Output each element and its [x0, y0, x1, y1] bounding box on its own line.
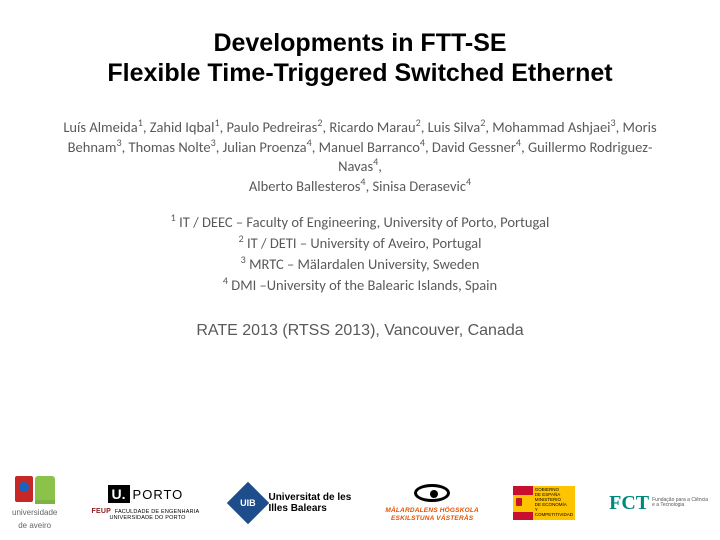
affil-4: 4 DMI –University of the Balearic Island…: [40, 275, 680, 296]
authors: Luís Almeida1, Zahid Iqbal1, Paulo Pedre…: [40, 118, 680, 196]
uib-line1: Universitat de les: [268, 492, 351, 503]
logo-aveiro: universidade de aveiro: [12, 476, 57, 530]
aveiro-label-2: de aveiro: [18, 521, 51, 530]
porto-u-icon: U.: [108, 485, 130, 503]
affiliations: 1 IT / DEEC – Faculty of Engineering, Un…: [40, 212, 680, 296]
title-line-2: Flexible Time-Triggered Switched Etherne…: [40, 58, 680, 88]
gob-l5: Y COMPETITIVIDAD: [535, 508, 573, 518]
mdh-eye-icon: [414, 484, 450, 502]
uib-shield-icon: UIB: [227, 482, 269, 524]
title-block: Developments in FTT-SE Flexible Time-Tri…: [40, 28, 680, 88]
affil-2: 2 IT / DETI – University of Aveiro, Port…: [40, 233, 680, 254]
affil-3: 3 MRTC – Mälardalen University, Sweden: [40, 254, 680, 275]
uib-line2: Illes Balears: [268, 503, 351, 514]
logo-uib: UIB Universitat de les Illes Balears: [233, 488, 351, 518]
affil-1: 1 IT / DEEC – Faculty of Engineering, Un…: [40, 212, 680, 233]
mdh-line1: MÄLARDALENS HÖGSKOLA: [385, 507, 479, 514]
spain-flag-icon: [513, 486, 533, 520]
porto-sub1: FACULDADE DE ENGENHARIA: [115, 509, 200, 515]
title-line-1: Developments in FTT-SE: [40, 28, 680, 58]
logo-malardalen: MÄLARDALENS HÖGSKOLA ESKILSTUNA VÄSTERÅS: [385, 484, 479, 521]
logo-strip: universidade de aveiro U. PORTO FEUP FAC…: [0, 476, 720, 530]
porto-sub2: UNIVERSIDADE DO PORTO: [109, 515, 185, 521]
fct-mark-icon: FCT: [609, 492, 649, 515]
slide: Developments in FTT-SE Flexible Time-Tri…: [0, 0, 720, 540]
mdh-line2: ESKILSTUNA VÄSTERÅS: [385, 515, 479, 522]
aveiro-label-1: universidade: [12, 508, 57, 517]
logo-porto: U. PORTO FEUP FACULDADE DE ENGENHARIA UN…: [91, 485, 199, 522]
logo-gobierno: GOBIERNO DE ESPAÑA MINISTERIO DE ECONOMÍ…: [513, 486, 575, 520]
logo-fct: FCT Fundação para a Ciência e a Tecnolog…: [609, 492, 708, 515]
fct-l2: e a Tecnologia: [652, 503, 708, 509]
porto-feup: FEUP: [91, 508, 110, 515]
porto-name: PORTO: [133, 487, 184, 502]
venue: RATE 2013 (RTSS 2013), Vancouver, Canada: [40, 322, 680, 340]
aveiro-mark-icon: [15, 476, 55, 504]
